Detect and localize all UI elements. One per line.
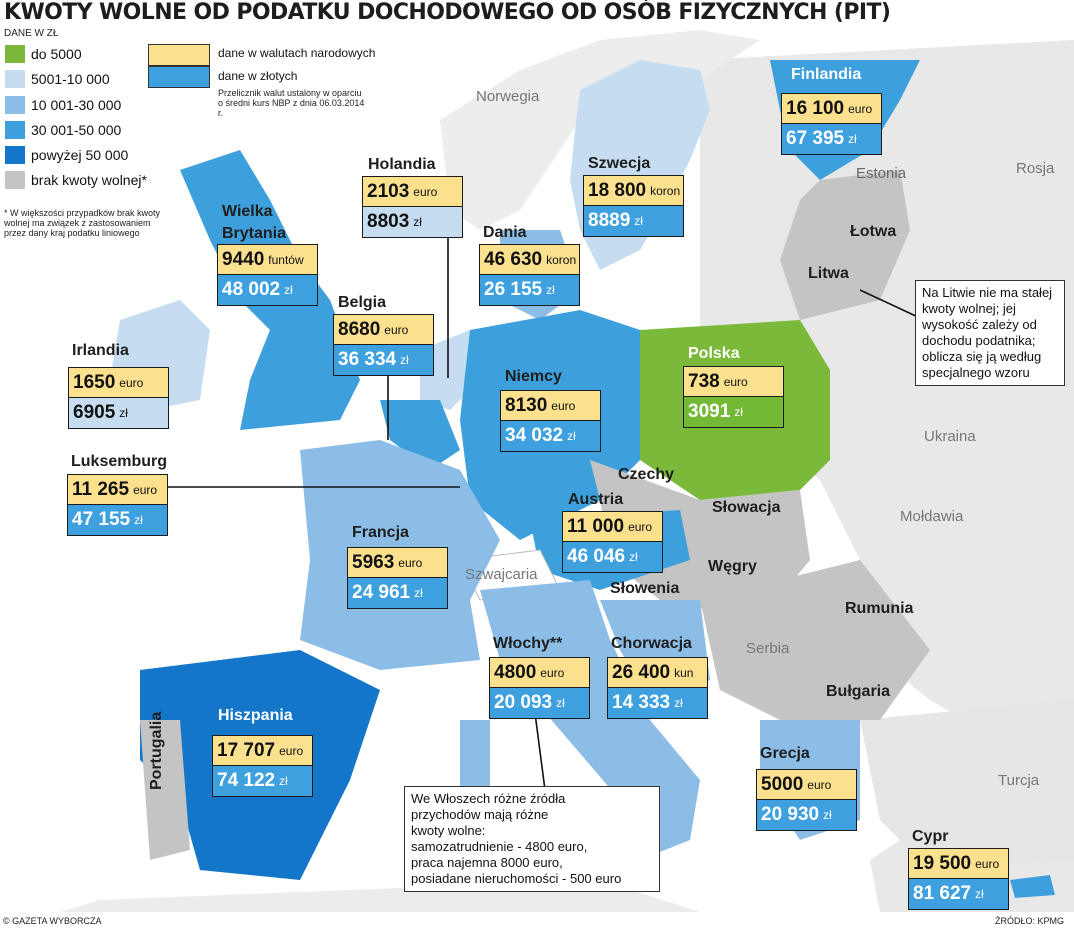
country-name-austria: Austria — [568, 491, 624, 508]
value-box-holandia: 2103 euro 8803 zł — [362, 176, 463, 238]
legend-swatch — [5, 45, 25, 63]
value-box-polska: 738 euro 3091 zł — [683, 366, 784, 428]
value-box-austria: 11 000 euro 46 046 zł — [562, 511, 663, 573]
cyprus-shape — [1010, 875, 1055, 898]
country-name-chorwacja: Chorwacja — [611, 635, 692, 652]
value-box-wielka-brytania: 9440 funtów 48 002 zł — [217, 244, 318, 306]
portugal-shape — [140, 720, 190, 860]
value-box-finlandia: 16 100 euro 67 395 zł — [781, 93, 882, 155]
label-szwajcaria: Szwajcaria — [465, 566, 538, 583]
country-name-finlandia: Finlandia — [791, 66, 862, 83]
turkey-land — [860, 700, 1074, 870]
rate-note: Przelicznik walut ustalony w oparciu o ś… — [218, 88, 365, 118]
value-box-szwecja: 18 800 koron 8889 zł — [583, 175, 684, 237]
country-name-cypr: Cypr — [912, 828, 949, 845]
country-name-irlandia: Irlandia — [72, 342, 129, 359]
central-grey-shape — [590, 460, 810, 620]
label-serbia: Serbia — [746, 640, 790, 657]
key-national-label: dane w walutach narodowych — [218, 46, 376, 60]
legend-item: 30 001-50 000 — [5, 121, 121, 139]
balkans-shape — [700, 560, 930, 720]
italy-note: We Włoszech różne źródła przychodów mają… — [404, 786, 660, 892]
country-name-niemcy: Niemcy — [505, 368, 562, 385]
key-national-swatch — [148, 44, 210, 66]
legend-swatch — [5, 171, 25, 189]
country-name-dania: Dania — [483, 224, 527, 241]
legend-swatch — [5, 121, 25, 139]
norway-land — [440, 30, 760, 230]
value-box-niemcy: 8130 euro 34 032 zł — [500, 390, 601, 452]
country-name-holandia: Holandia — [368, 156, 436, 173]
label-rumunia: Rumunia — [845, 600, 914, 617]
legend-swatch — [5, 70, 25, 88]
footnote: * W większości przypadków brak kwoty wol… — [4, 208, 161, 238]
country-name-luksemburg: Luksemburg — [71, 453, 168, 470]
value-box-grecja: 5000 euro 20 930 zł — [756, 769, 857, 831]
legend-swatch — [5, 96, 25, 114]
country-name-wielka-brytania: Wielka Brytania — [222, 203, 287, 242]
legend-item: 10 001-30 000 — [5, 96, 121, 114]
label-portugalia: Portugalia — [148, 711, 165, 790]
country-name-hiszpania: Hiszpania — [218, 707, 293, 724]
value-box-cypr: 19 500 euro 81 627 zł — [908, 848, 1009, 910]
value-box-dania: 46 630 koron 26 155 zł — [479, 244, 580, 306]
label-rosja: Rosja — [1016, 160, 1055, 177]
lithuania-note: Na Litwie nie ma stałej kwoty wolnej; je… — [915, 280, 1065, 386]
sardinia-shape — [460, 720, 490, 790]
label-slowacja: Słowacja — [712, 499, 781, 516]
label-czechy: Czechy — [618, 466, 675, 483]
country-name-francja: Francja — [352, 524, 409, 541]
value-box-wlochy: 4800 euro 20 093 zł — [489, 657, 590, 719]
country-name-belgia: Belgia — [338, 294, 387, 311]
baltics-shape — [780, 170, 910, 320]
label-bulgaria: Bułgaria — [826, 683, 891, 700]
label-lotwa: Łotwa — [850, 223, 897, 240]
unit-label: DANE W ZŁ — [4, 28, 59, 39]
label-turcja: Turcja — [998, 772, 1040, 789]
value-box-luksemburg: 11 265 euro 47 155 zł — [67, 474, 168, 536]
label-litwa: Litwa — [808, 265, 849, 282]
label-ukraina: Ukraina — [924, 428, 976, 445]
legend-item: do 5000 — [5, 45, 82, 63]
label-slowenia: Słowenia — [610, 580, 680, 597]
country-name-polska: Polska — [688, 345, 740, 362]
legend-swatch — [5, 146, 25, 164]
legend-item: 5001-10 000 — [5, 70, 110, 88]
label-norwegia: Norwegia — [476, 88, 540, 105]
legend-item: brak kwoty wolnej* — [5, 171, 147, 189]
value-box-chorwacja: 26 400 kun 14 333 zł — [607, 657, 708, 719]
value-box-francja: 5963 euro 24 961 zł — [347, 547, 448, 609]
label-moldawia: Mołdawia — [900, 508, 964, 525]
country-name-grecja: Grecja — [760, 745, 810, 762]
page-title: KWOTY WOLNE OD PODATKU DOCHODOWEGO OD OS… — [4, 0, 891, 25]
legend-item: powyżej 50 000 — [5, 146, 128, 164]
country-name-szwecja: Szwecja — [588, 155, 651, 172]
belgium-shape — [380, 400, 460, 470]
label-wegry: Węgry — [708, 558, 757, 575]
label-estonia: Estonia — [856, 165, 907, 182]
source: ŹRÓDŁO: KPMG — [995, 916, 1065, 926]
key-pln-swatch — [148, 66, 210, 88]
credit: © GAZETA WYBORCZA — [3, 916, 102, 926]
value-box-belgia: 8680 euro 36 334 zł — [333, 314, 434, 376]
key-pln-label: dane w złotych — [218, 69, 298, 83]
value-box-irlandia: 1650 euro 6905 zł — [68, 367, 169, 429]
country-name-wlochy: Włochy** — [493, 635, 563, 652]
value-box-hiszpania: 17 707 euro 74 122 zł — [212, 735, 313, 797]
